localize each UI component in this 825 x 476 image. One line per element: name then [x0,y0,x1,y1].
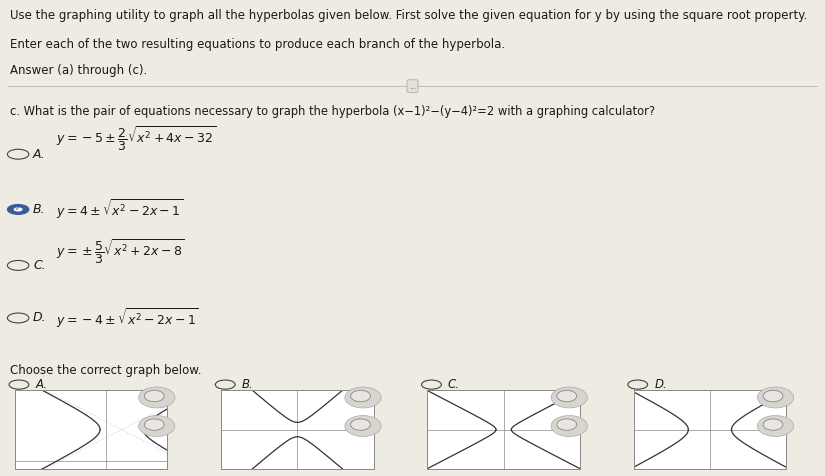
Circle shape [345,387,381,408]
Text: ...: ... [409,82,416,90]
Text: Use the graphing utility to graph all the hyperbolas given below. First solve th: Use the graphing utility to graph all th… [10,10,808,22]
Circle shape [757,416,794,436]
Text: A.: A. [33,148,45,161]
Circle shape [551,416,587,436]
Circle shape [763,390,783,402]
Text: A.: A. [35,378,48,391]
Text: $y=-5\pm\dfrac{2}{3}\sqrt{x^2+4x-32}$: $y=-5\pm\dfrac{2}{3}\sqrt{x^2+4x-32}$ [56,125,216,153]
Circle shape [557,390,577,402]
Circle shape [757,387,794,408]
Circle shape [139,416,175,436]
Text: ✓: ✓ [15,206,21,212]
Text: $y=\pm\dfrac{5}{3}\sqrt{x^2+2x-8}$: $y=\pm\dfrac{5}{3}\sqrt{x^2+2x-8}$ [56,238,185,266]
Circle shape [345,416,381,436]
Text: B.: B. [33,203,45,216]
Text: Choose the correct graph below.: Choose the correct graph below. [10,364,201,377]
Circle shape [351,390,370,402]
Text: C.: C. [448,378,460,391]
Text: Answer (a) through (c).: Answer (a) through (c). [10,64,147,78]
Text: c. What is the pair of equations necessary to graph the hyperbola (x−1)²−(y−4)²=: c. What is the pair of equations necessa… [10,105,655,118]
Text: B.: B. [242,378,253,391]
Circle shape [14,208,22,211]
Circle shape [144,419,164,430]
Text: D.: D. [33,311,47,325]
Text: Enter each of the two resulting equations to produce each branch of the hyperbol: Enter each of the two resulting equation… [10,38,505,51]
Text: C.: C. [33,259,45,272]
Text: $y=4\pm\sqrt{x^2-2x-1}$: $y=4\pm\sqrt{x^2-2x-1}$ [56,198,183,221]
Circle shape [763,419,783,430]
Circle shape [351,419,370,430]
Text: D.: D. [654,378,667,391]
Text: $y=-4\pm\sqrt{x^2-2x-1}$: $y=-4\pm\sqrt{x^2-2x-1}$ [56,306,199,330]
Circle shape [144,390,164,402]
Circle shape [139,387,175,408]
Circle shape [557,419,577,430]
Circle shape [7,205,29,214]
Circle shape [551,387,587,408]
